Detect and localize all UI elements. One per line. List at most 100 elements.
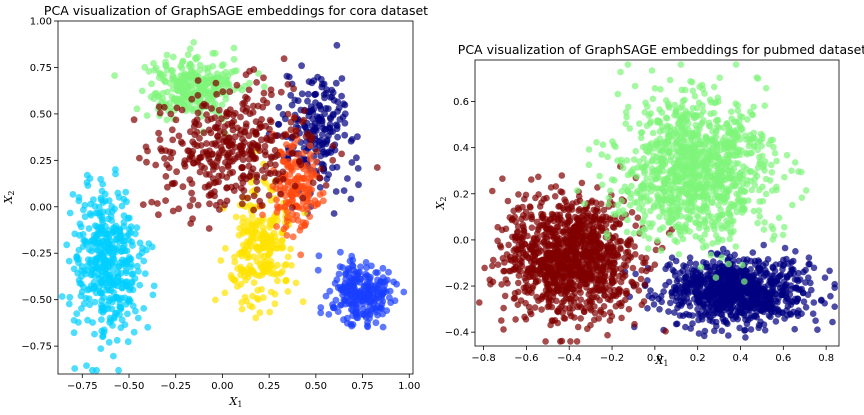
data-point (717, 310, 724, 318)
y-tick-label: −0.75 (21, 342, 52, 353)
data-point (125, 231, 132, 238)
data-point (298, 62, 305, 70)
data-point (780, 261, 788, 269)
data-point (558, 303, 565, 310)
data-point (253, 294, 261, 302)
data-point (150, 60, 157, 67)
data-point (130, 116, 138, 124)
data-point (73, 310, 81, 317)
data-point (757, 292, 765, 300)
data-point (354, 133, 361, 141)
data-point (262, 243, 270, 251)
data-point (677, 269, 684, 277)
data-point (734, 107, 742, 114)
data-point (348, 136, 356, 143)
data-point (303, 170, 311, 178)
data-point (252, 129, 260, 136)
data-point (501, 292, 509, 300)
data-point (695, 316, 702, 324)
data-point (682, 107, 690, 115)
data-point (723, 290, 731, 297)
data-point (168, 126, 176, 134)
data-point (297, 161, 305, 169)
data-point (239, 156, 247, 164)
data-point (88, 237, 95, 245)
data-point (751, 169, 759, 177)
data-point (200, 100, 208, 108)
data-point (310, 77, 318, 84)
data-point (531, 304, 539, 311)
data-point (230, 55, 238, 63)
data-point (327, 149, 335, 156)
data-point (95, 203, 103, 211)
data-point (692, 269, 700, 276)
data-point (139, 201, 147, 209)
data-point (102, 286, 110, 294)
data-point (125, 236, 133, 244)
data-point (630, 283, 638, 290)
data-point (757, 306, 765, 314)
data-point (189, 138, 197, 146)
data-point (520, 226, 527, 234)
data-point (612, 220, 620, 228)
data-point (314, 266, 322, 274)
data-point (741, 205, 748, 212)
data-point (726, 235, 733, 243)
data-point (653, 167, 660, 174)
data-point (287, 126, 295, 134)
data-point (386, 294, 393, 302)
data-point (78, 305, 85, 312)
data-point (798, 168, 805, 176)
data-point (80, 206, 87, 214)
data-point (208, 140, 216, 148)
data-point (211, 123, 219, 131)
data-point (707, 152, 714, 160)
data-point (91, 298, 99, 306)
data-point (245, 227, 252, 234)
data-point (728, 305, 736, 312)
data-point (804, 291, 812, 299)
data-point (624, 216, 631, 224)
data-point (645, 220, 653, 227)
data-point (305, 90, 312, 98)
data-point (560, 228, 568, 235)
data-point (260, 294, 267, 301)
data-point (266, 125, 273, 133)
data-point (547, 265, 555, 273)
data-point (532, 278, 540, 285)
data-point (750, 103, 757, 111)
data-point (776, 284, 784, 292)
data-point (97, 289, 105, 297)
data-point (725, 332, 732, 339)
data-point (343, 319, 351, 327)
data-point (332, 79, 340, 87)
data-point (769, 263, 776, 271)
data-point (607, 263, 615, 271)
data-point (802, 187, 810, 194)
data-point (173, 168, 181, 176)
data-point (284, 163, 292, 171)
data-point (241, 293, 249, 301)
data-point (724, 283, 732, 291)
data-point (390, 278, 397, 286)
data-point (266, 217, 274, 225)
data-point (238, 200, 246, 208)
data-point (357, 263, 364, 271)
data-point (578, 179, 586, 187)
data-point (271, 169, 279, 177)
data-point (535, 258, 542, 266)
data-point (312, 158, 320, 166)
data-point (732, 61, 740, 68)
data-point (97, 345, 105, 352)
data-point (144, 147, 151, 155)
data-point (796, 276, 804, 283)
data-point (161, 78, 169, 86)
data-point (312, 90, 320, 98)
data-point (596, 172, 603, 180)
data-point (210, 162, 218, 170)
data-point (284, 81, 292, 88)
data-point (603, 230, 611, 237)
data-point (112, 309, 119, 317)
data-point (675, 251, 683, 258)
data-point (731, 203, 738, 211)
